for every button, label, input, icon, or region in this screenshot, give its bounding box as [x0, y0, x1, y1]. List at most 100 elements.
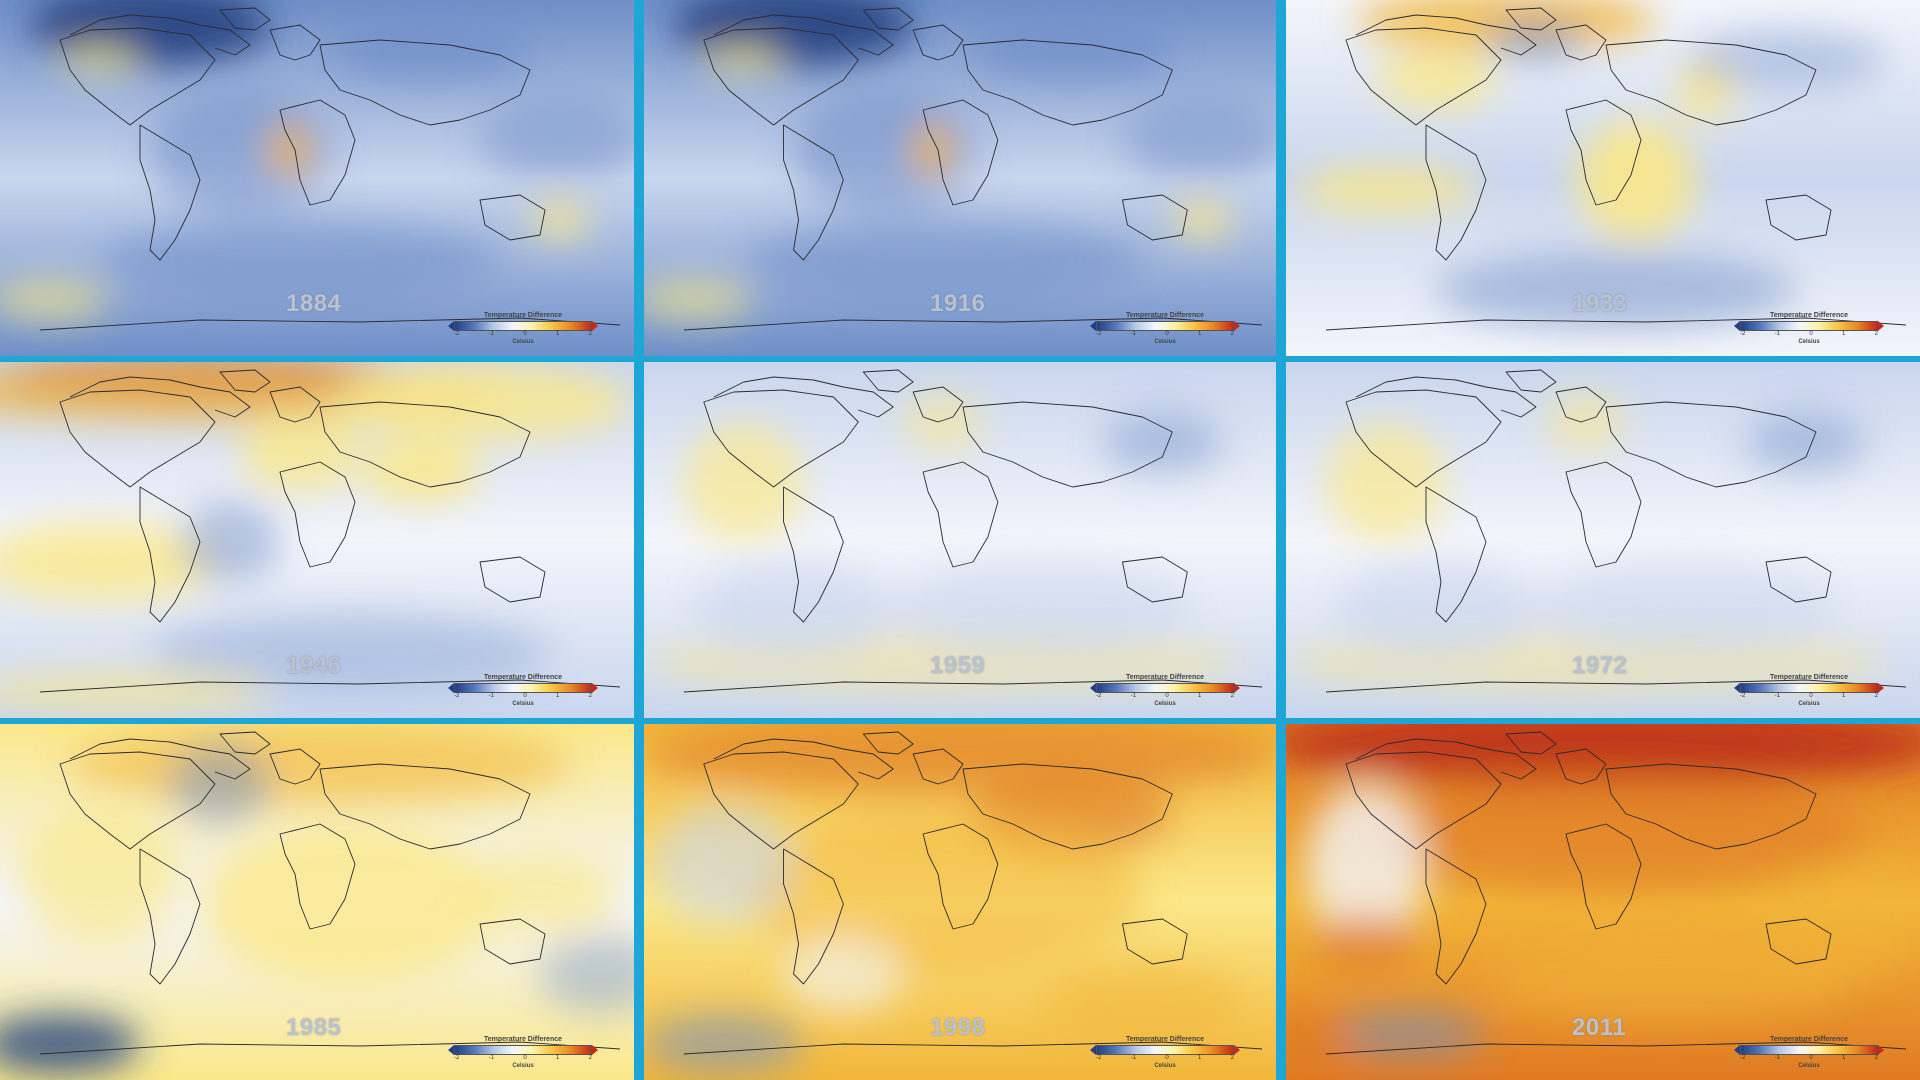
coastline [1765, 556, 1832, 603]
anomaly-region [1486, 944, 1846, 1024]
coastline [783, 124, 844, 261]
legend-unit: Celsius [1798, 701, 1820, 707]
coastline [1765, 194, 1832, 241]
legend-color-bar [1096, 321, 1234, 331]
map-panel-1959: 1959 Temperature Difference -2 -1 0 1 2 Cels… [644, 362, 1276, 718]
color-legend: Temperature Difference -2 -1 0 1 2 Celsius [1734, 1036, 1884, 1072]
coastline [683, 679, 1263, 693]
anomaly-region [540, 934, 634, 1014]
legend-tick-label: -1 [488, 331, 494, 337]
anomaly-region [972, 20, 1173, 80]
map-panel-2011: 2011 Temperature Difference -2 -1 0 1 2 Cels… [1286, 724, 1920, 1080]
year-label: 1916 [930, 290, 986, 317]
legend-tick-label: -2 [1740, 693, 1746, 699]
anomaly-region [360, 442, 480, 502]
anomaly-region [150, 612, 550, 692]
legend-tick-label: 2 [1874, 1055, 1878, 1061]
legend-arrow-right [1234, 683, 1240, 693]
temperature-anomaly-map [1286, 724, 1920, 1080]
legend-tick-label: 1 [1197, 331, 1202, 337]
legend-tick-label: -2 [1096, 1055, 1102, 1061]
legend-tick-label: 1 [555, 1055, 560, 1061]
coastline [1345, 751, 1502, 850]
legend-tick-label: 1 [555, 693, 560, 699]
color-legend: Temperature Difference -2 -1 0 1 2 Celsius [448, 674, 598, 710]
temperature-anomaly-map [644, 362, 1276, 718]
legend-ticks: -2 -1 0 1 2 [1740, 1055, 1878, 1062]
legend-tick-label: 2 [588, 331, 592, 337]
coastline [1345, 27, 1502, 126]
legend-arrow-left [1090, 1045, 1096, 1055]
legend-tick-label: 1 [1841, 1055, 1846, 1061]
anomaly-region [180, 502, 280, 582]
legend-ticks: -2 -1 0 1 2 [1096, 693, 1234, 700]
anomaly-region [1546, 392, 1626, 452]
legend-arrow-left [1090, 321, 1096, 331]
legend-unit: Celsius [1798, 1063, 1820, 1069]
coastline [1565, 99, 1642, 206]
anomaly-region [0, 280, 110, 320]
map-panel-1884: 1884 Temperature Difference -2 -1 0 1 2 Cels… [0, 0, 634, 356]
legend-color-bar [1740, 321, 1878, 331]
coastline [922, 461, 999, 568]
coastline [279, 461, 356, 568]
coastline [1355, 376, 1537, 418]
anomaly-region [200, 824, 500, 984]
legend-color-bar [454, 321, 592, 331]
legend-arrow-left [448, 1045, 454, 1055]
legend-tick-label: -1 [1130, 693, 1136, 699]
country-borders [683, 7, 1263, 331]
anomaly-region [0, 522, 220, 602]
legend-tick-label: 2 [1230, 693, 1234, 699]
coastline [1122, 556, 1188, 603]
anomaly-region [330, 20, 530, 80]
coastline [1345, 389, 1502, 488]
country-borders [39, 369, 621, 693]
temperature-anomaly-map [0, 0, 634, 356]
legend-color-bar [1096, 1045, 1234, 1055]
coastline [1325, 1041, 1907, 1055]
coastline [1505, 7, 1557, 31]
legend-tick-label: -1 [1774, 331, 1780, 337]
legend-tick-label: -1 [488, 1055, 494, 1061]
coastline [269, 386, 321, 423]
coastline [862, 731, 914, 755]
legend-tick-label: -1 [1774, 1055, 1780, 1061]
temperature-anomaly-map [1286, 0, 1920, 356]
coastline [703, 27, 859, 126]
year-label: 1985 [286, 1014, 342, 1041]
anomaly-region [653, 804, 794, 924]
legend-tick-label: 2 [588, 1055, 592, 1061]
legend-title: Temperature Difference [483, 1036, 563, 1043]
anomaly-region [683, 422, 804, 542]
legend-arrow-right [592, 1045, 598, 1055]
coastline [1505, 731, 1557, 755]
coastline [39, 679, 621, 693]
anomaly-region [270, 125, 310, 175]
coastline [279, 99, 356, 206]
coastline [1605, 763, 1817, 850]
coastline [479, 194, 546, 241]
legend-arrow-left [1734, 321, 1740, 331]
country-borders [39, 7, 621, 331]
legend-tick-label: -2 [1740, 331, 1746, 337]
anomaly-region [1122, 100, 1276, 180]
coastline [1555, 748, 1607, 785]
map-panel-1985: 1985 Temperature Difference -2 -1 0 1 2 Cels… [0, 724, 634, 1080]
legend-unit: Celsius [1154, 339, 1176, 345]
anomaly-region [170, 744, 270, 824]
coastline [912, 24, 964, 61]
legend-tick-label: 0 [523, 693, 527, 699]
coastline [269, 748, 321, 785]
coastline [39, 1041, 621, 1055]
anomaly-region [460, 854, 620, 934]
legend-tick-label: -1 [1774, 693, 1780, 699]
anomaly-region [743, 814, 1143, 974]
year-label: 1972 [1572, 652, 1628, 679]
coastline [69, 376, 251, 418]
anomaly-region [703, 45, 784, 75]
coastline [1555, 24, 1607, 61]
coastline [219, 731, 271, 755]
legend-tick-label: 1 [555, 331, 560, 337]
